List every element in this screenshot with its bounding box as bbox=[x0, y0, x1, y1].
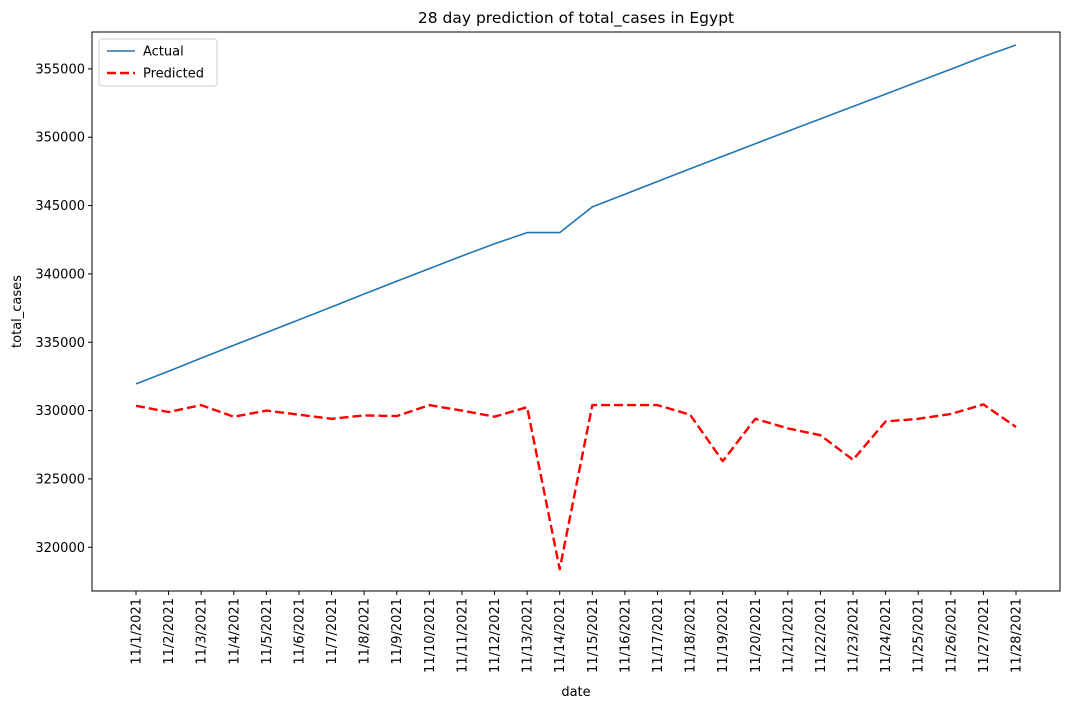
x-tick-label: 11/28/2021 bbox=[1010, 598, 1025, 673]
y-tick-label: 320000 bbox=[35, 541, 85, 556]
x-tick-label: 11/18/2021 bbox=[684, 598, 699, 673]
x-tick-label: 11/19/2021 bbox=[716, 598, 731, 673]
x-tick-label: 11/6/2021 bbox=[292, 598, 307, 665]
x-tick-label: 11/21/2021 bbox=[781, 598, 796, 673]
chart-title: 28 day prediction of total_cases in Egyp… bbox=[418, 9, 734, 28]
x-axis: 11/1/2021 11/2/2021 11/3/2021 11/4/2021 11/5… bbox=[130, 591, 1025, 673]
x-tick-label: 11/27/2021 bbox=[977, 598, 992, 673]
x-tick-label: 11/17/2021 bbox=[651, 598, 666, 673]
x-tick-label: 11/15/2021 bbox=[586, 598, 601, 673]
y-tick-label: 325000 bbox=[35, 472, 85, 487]
y-axis: 320000 325000 330000 335000 340000 345000 3500… bbox=[35, 62, 92, 556]
y-tick-label: 335000 bbox=[35, 336, 85, 351]
y-tick-label: 350000 bbox=[35, 131, 85, 146]
series-line-actual bbox=[135, 44, 1017, 385]
x-tick-label: 11/25/2021 bbox=[912, 598, 927, 673]
x-axis-label: date bbox=[561, 685, 590, 700]
x-tick-label: 11/3/2021 bbox=[195, 598, 210, 665]
x-tick-label: 11/26/2021 bbox=[944, 598, 959, 673]
plot-frame bbox=[91, 31, 1061, 592]
y-tick-label: 345000 bbox=[35, 199, 85, 214]
x-tick-label: 11/20/2021 bbox=[749, 598, 764, 673]
x-tick-label: 11/16/2021 bbox=[618, 598, 633, 673]
x-tick-label: 11/1/2021 bbox=[130, 598, 145, 665]
x-tick-label: 11/4/2021 bbox=[227, 598, 242, 665]
y-axis-label: total_cases bbox=[10, 275, 25, 348]
legend: Actual Predicted bbox=[98, 38, 218, 87]
x-tick-label: 11/11/2021 bbox=[455, 598, 470, 673]
x-tick-label: 11/5/2021 bbox=[260, 598, 275, 665]
legend-label-actual: Actual bbox=[143, 45, 184, 60]
y-tick-label: 330000 bbox=[35, 404, 85, 419]
x-tick-label: 11/23/2021 bbox=[847, 598, 862, 673]
x-tick-label: 11/2/2021 bbox=[162, 598, 177, 665]
x-tick-label: 11/7/2021 bbox=[325, 598, 340, 665]
y-tick-label: 340000 bbox=[35, 267, 85, 282]
x-tick-label: 11/13/2021 bbox=[521, 598, 536, 673]
x-tick-label: 11/24/2021 bbox=[879, 598, 894, 673]
x-tick-label: 11/22/2021 bbox=[814, 598, 829, 673]
series-line-predicted bbox=[135, 403, 1017, 571]
x-tick-label: 11/10/2021 bbox=[423, 598, 438, 673]
x-tick-label: 11/9/2021 bbox=[390, 598, 405, 665]
x-tick-label: 11/8/2021 bbox=[358, 598, 373, 665]
x-tick-label: 11/14/2021 bbox=[553, 598, 568, 673]
series-layer bbox=[135, 44, 1017, 571]
legend-label-predicted: Predicted bbox=[143, 67, 204, 82]
y-tick-label: 355000 bbox=[35, 62, 85, 77]
x-tick-label: 11/12/2021 bbox=[488, 598, 503, 673]
